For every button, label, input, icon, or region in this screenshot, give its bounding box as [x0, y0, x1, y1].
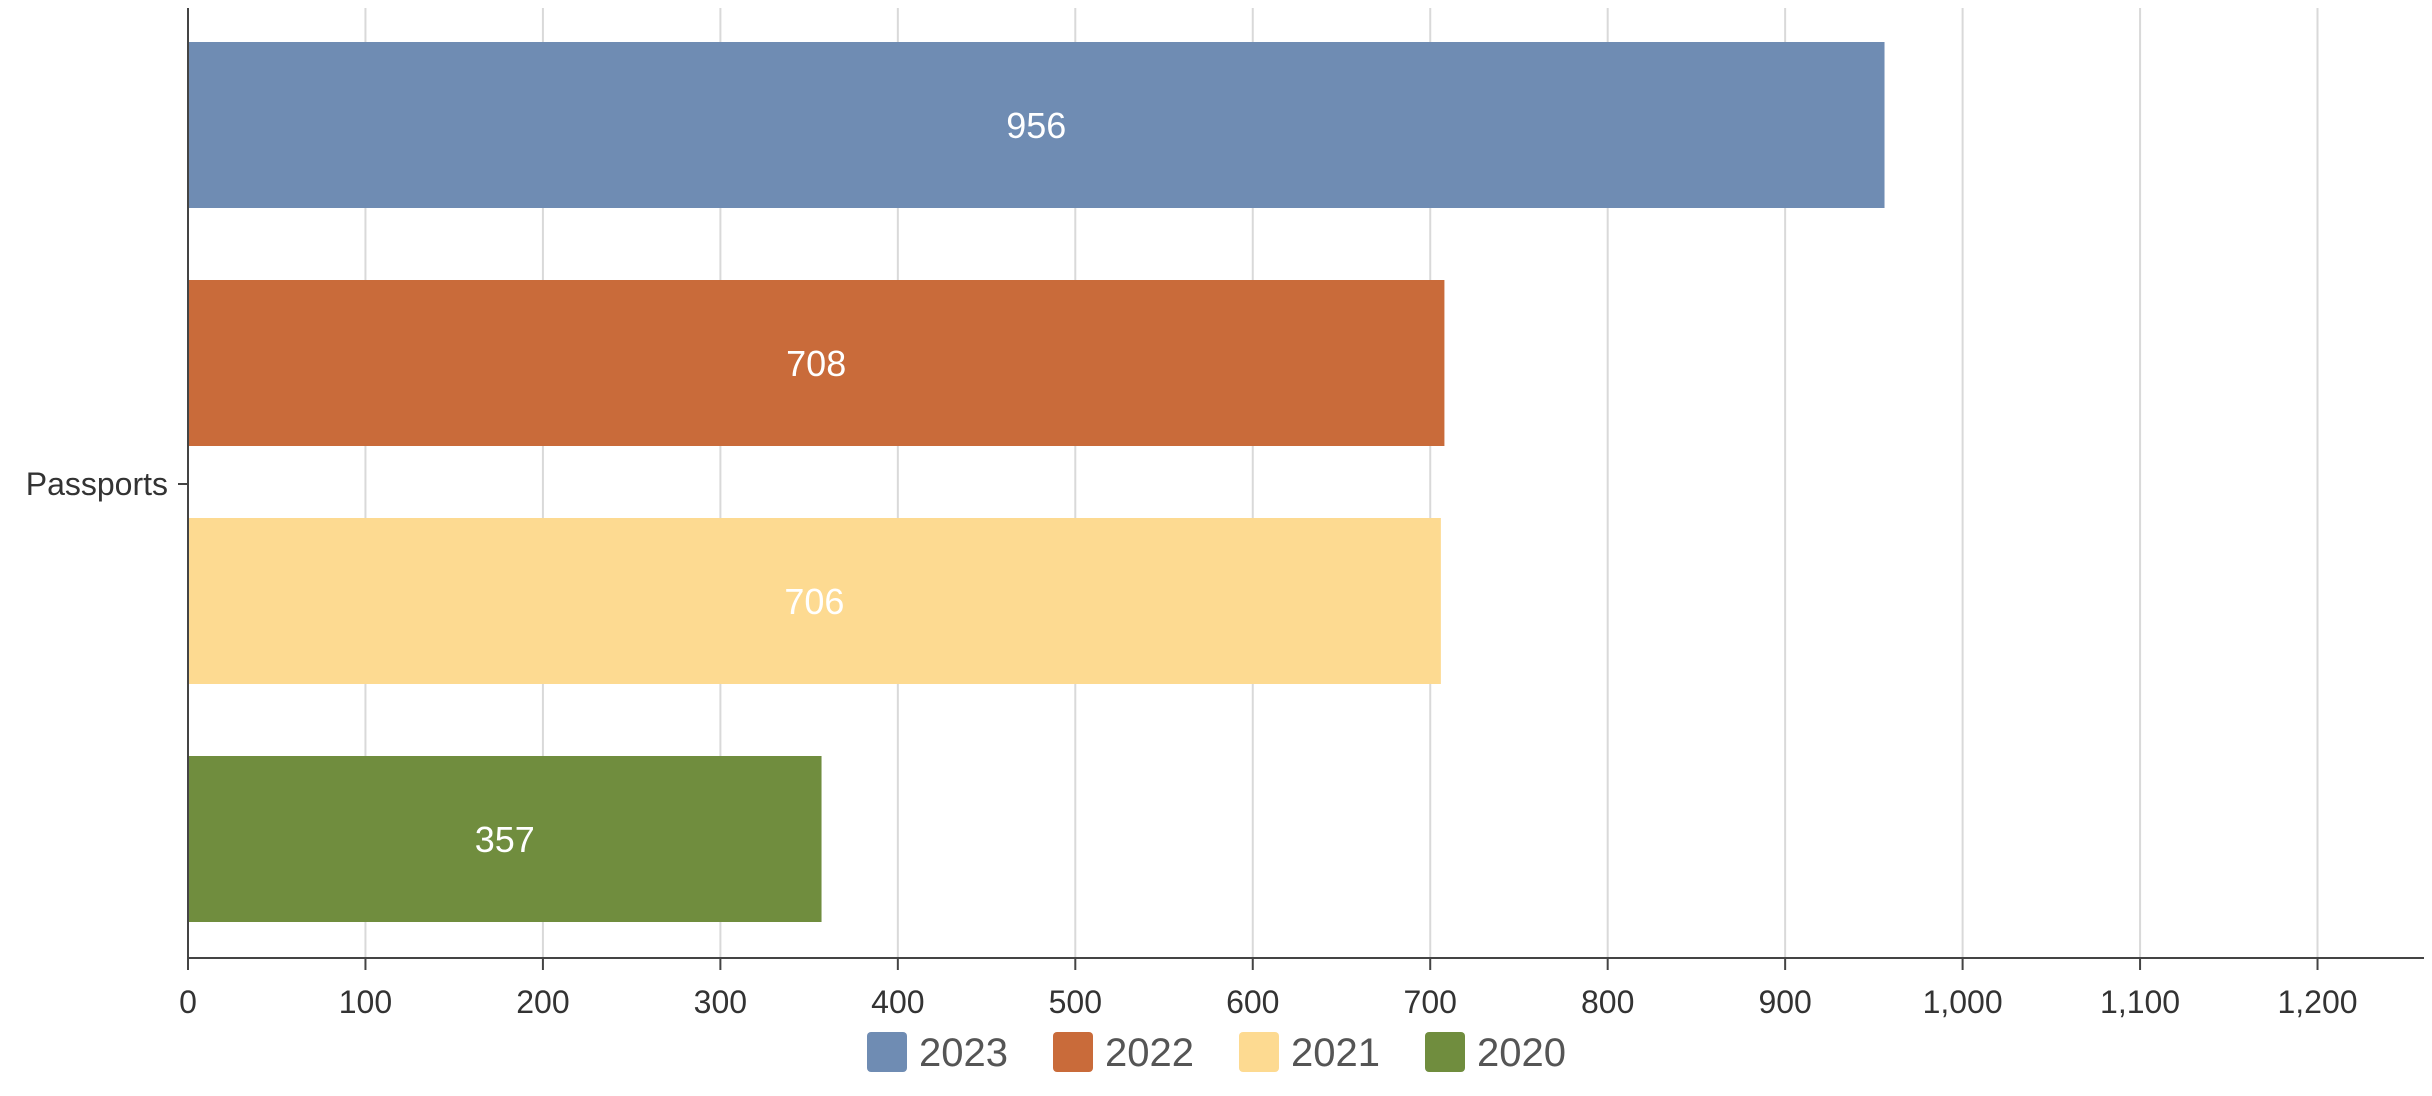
legend-swatch-2021 [1239, 1032, 1279, 1072]
category-label-passports: Passports [26, 466, 168, 502]
bar-labels: 956 708 706 357 [475, 105, 1067, 860]
bar-2021 [188, 518, 1441, 684]
x-axis-tick-labels: 0 100 200 300 400 500 600 700 800 900 1,000 1,100 1,… [179, 984, 2357, 1020]
bar-2022 [188, 280, 1445, 446]
legend-label-2021: 2021 [1291, 1031, 1380, 1075]
bar-label-2022: 708 [786, 343, 846, 384]
legend-swatch-2022 [1053, 1032, 1093, 1072]
x-tick-label-9: 900 [1758, 984, 1811, 1020]
legend: 2023 2022 2021 2020 [867, 1031, 1566, 1075]
legend-swatch-2023 [867, 1032, 907, 1072]
legend-item-2023[interactable]: 2023 [867, 1031, 1008, 1075]
x-tick-label-8: 800 [1581, 984, 1634, 1020]
bar-label-2021: 706 [784, 581, 844, 622]
legend-label-2020: 2020 [1477, 1031, 1566, 1075]
legend-label-2023: 2023 [919, 1031, 1008, 1075]
bars [188, 42, 1885, 922]
x-tick-label-10: 1,000 [1923, 984, 2003, 1020]
category-axis: Passports [26, 466, 188, 502]
x-tick-label-2: 200 [516, 984, 569, 1020]
bar-2023 [188, 42, 1885, 208]
x-tick-label-5: 500 [1049, 984, 1102, 1020]
x-tick-label-11: 1,100 [2100, 984, 2180, 1020]
x-tick-label-4: 400 [871, 984, 924, 1020]
x-tick-label-1: 100 [339, 984, 392, 1020]
x-tick-label-0: 0 [179, 984, 197, 1020]
x-tick-label-3: 300 [694, 984, 747, 1020]
legend-item-2022[interactable]: 2022 [1053, 1031, 1194, 1075]
bar-label-2020: 357 [475, 819, 535, 860]
x-axis-ticks [187, 958, 2319, 970]
bar-2020 [188, 756, 822, 922]
legend-label-2022: 2022 [1105, 1031, 1194, 1075]
bar-label-2023: 956 [1006, 105, 1066, 146]
x-tick-label-7: 700 [1404, 984, 1457, 1020]
x-tick-label-12: 1,200 [2277, 984, 2357, 1020]
legend-item-2020[interactable]: 2020 [1425, 1031, 1566, 1075]
legend-swatch-2020 [1425, 1032, 1465, 1072]
legend-item-2021[interactable]: 2021 [1239, 1031, 1380, 1075]
x-tick-label-6: 600 [1226, 984, 1279, 1020]
